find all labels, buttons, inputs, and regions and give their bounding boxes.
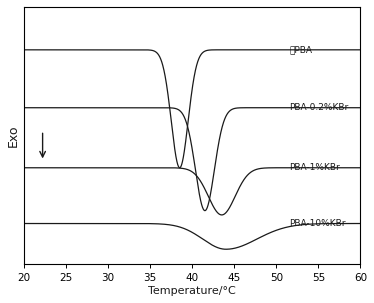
Text: 绯PBA: 绯PBA bbox=[289, 45, 312, 54]
X-axis label: Temperature/°C: Temperature/°C bbox=[148, 286, 236, 296]
Text: PBA-10%KBr: PBA-10%KBr bbox=[289, 219, 346, 228]
Text: PBA-1%KBr: PBA-1%KBr bbox=[289, 163, 340, 172]
Y-axis label: Exo: Exo bbox=[7, 124, 20, 147]
Text: PBA-0.2%KBr: PBA-0.2%KBr bbox=[289, 103, 348, 112]
